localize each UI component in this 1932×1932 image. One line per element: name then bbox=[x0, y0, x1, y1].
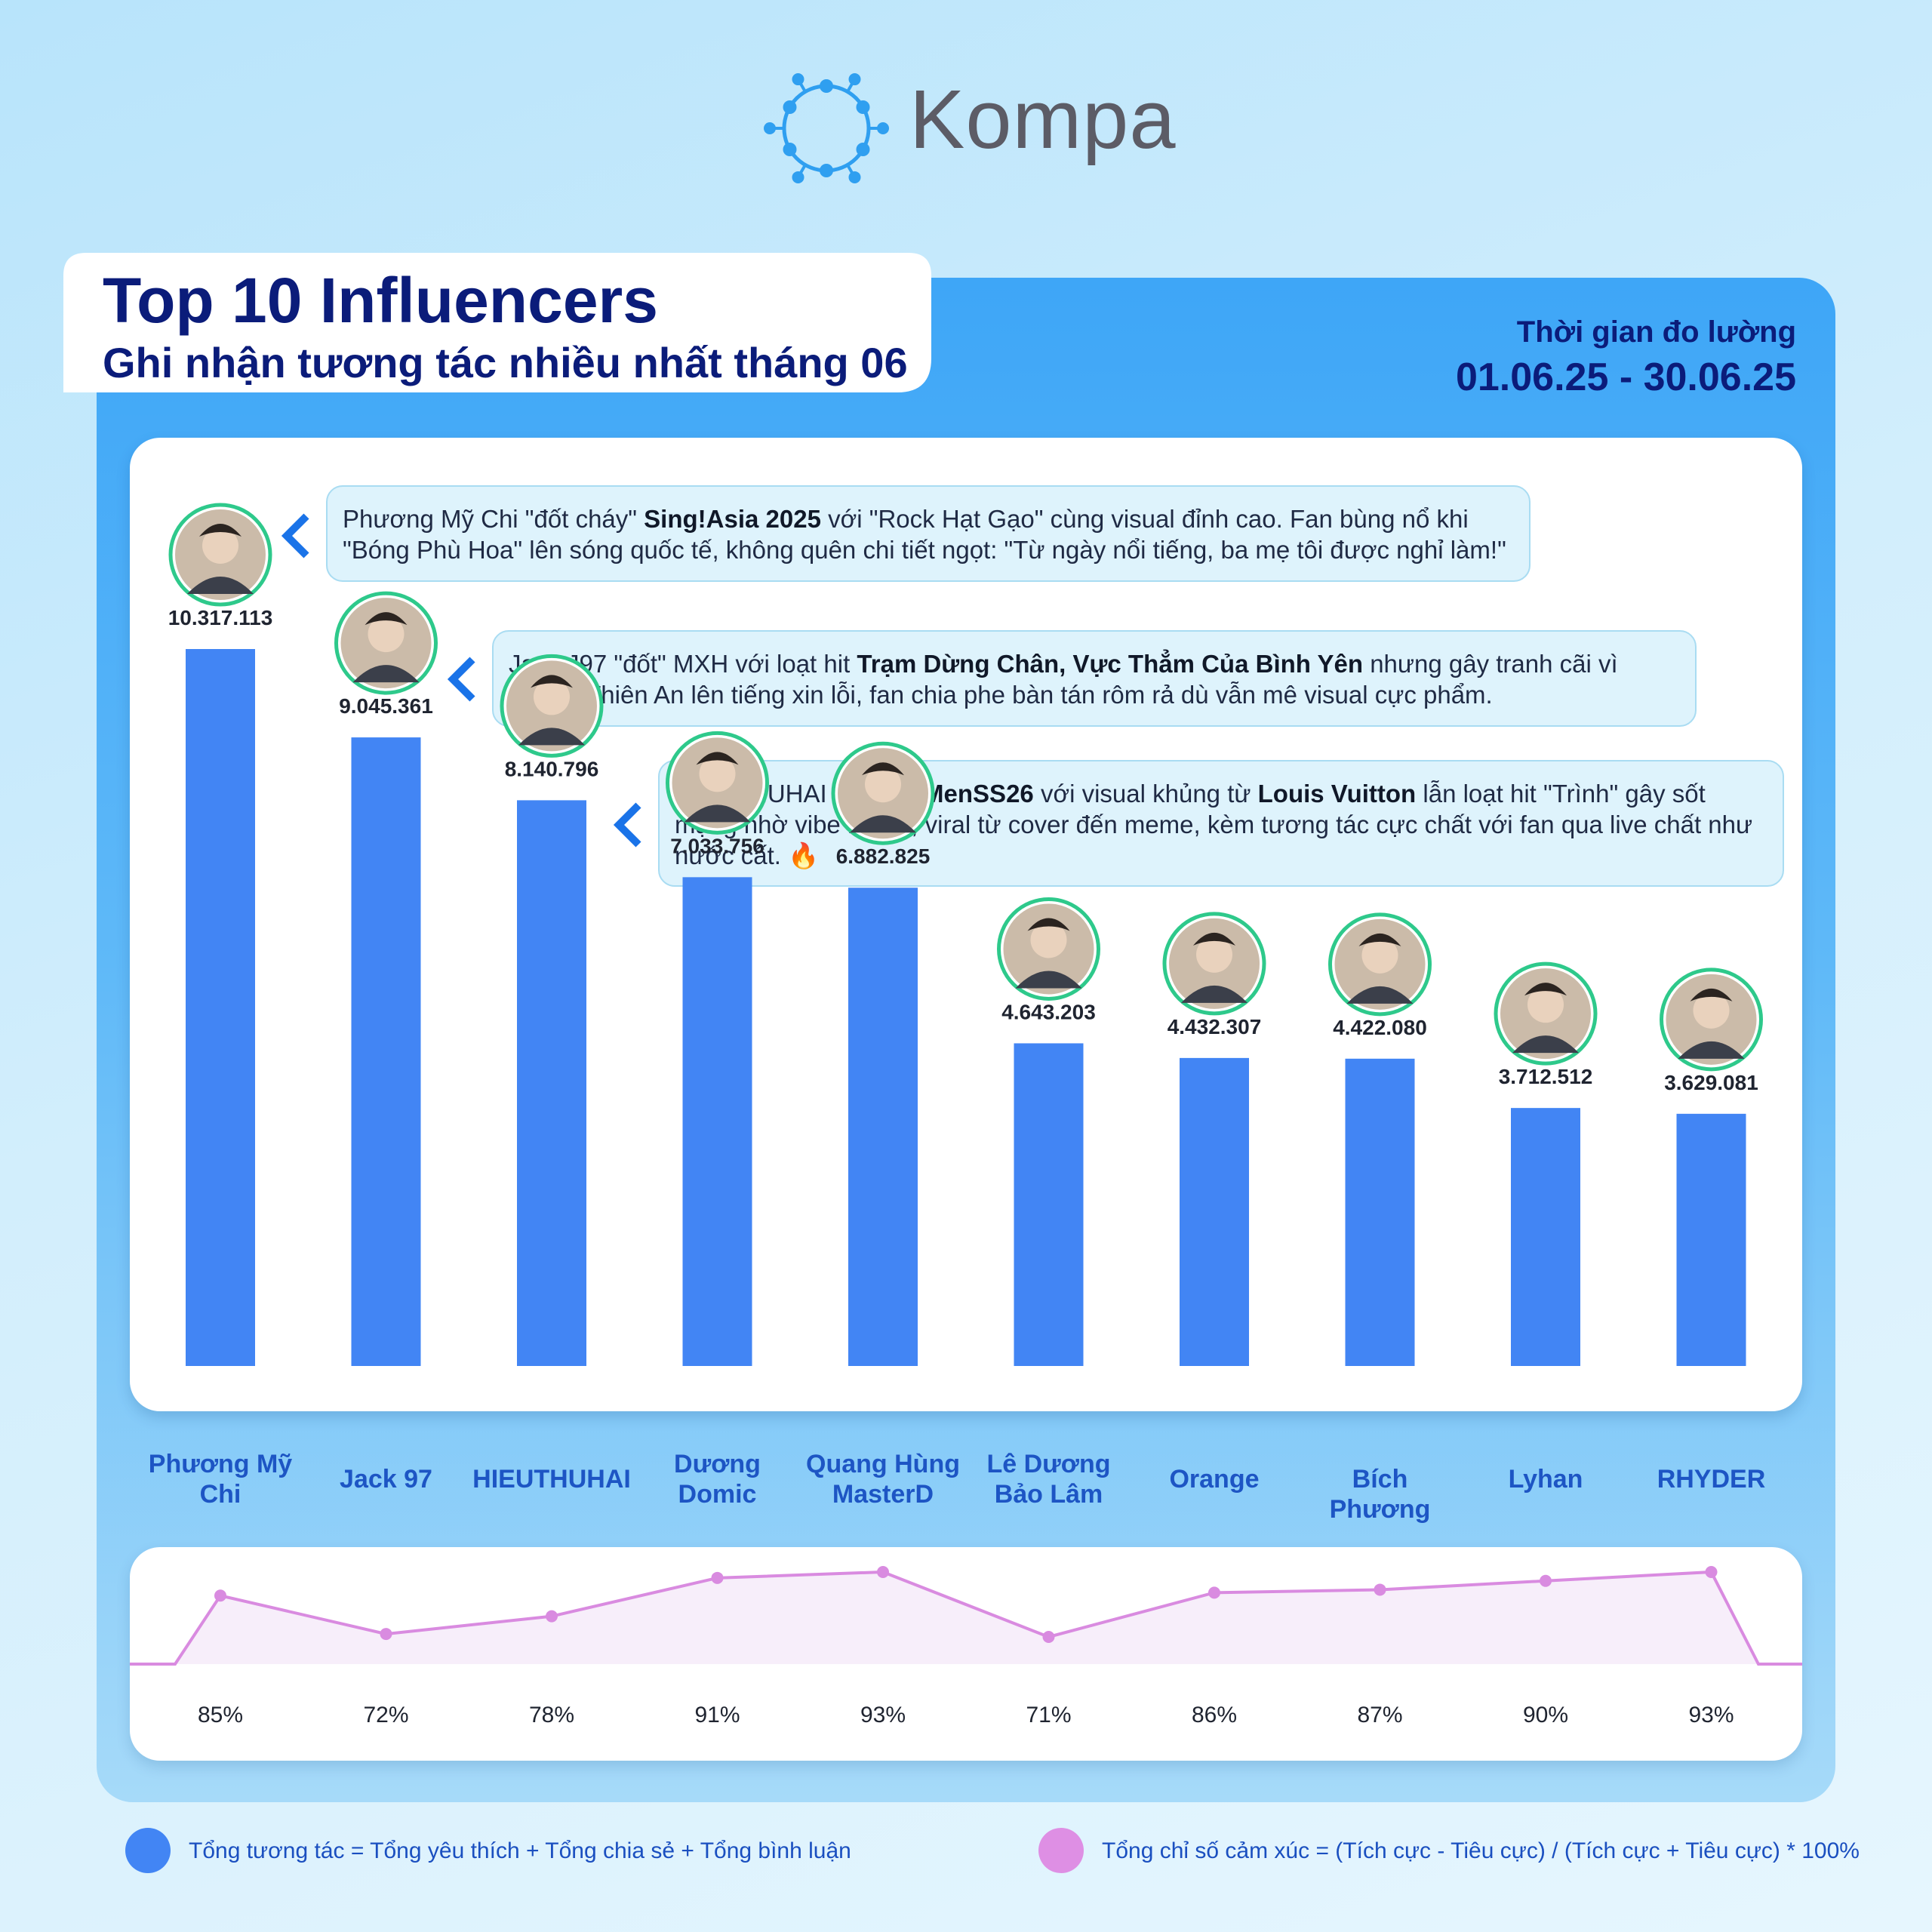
category-label: Bích Phương bbox=[1329, 1465, 1431, 1524]
page-subtitle: Ghi nhận tương tác nhiều nhất tháng 06 bbox=[103, 339, 908, 386]
logo-node bbox=[783, 143, 797, 156]
callout-text: với visual khủng từ bbox=[1033, 780, 1258, 808]
logo-node bbox=[792, 171, 804, 183]
callout-bubble-3: HIEUTHUHAI "đốt" LVMenSS26 với visual kh… bbox=[658, 760, 1784, 887]
callout-highlight: Louis Vuitton bbox=[1257, 780, 1417, 808]
callout-text: với "Rock Hạt Gạo" cùng visual đỉnh cao.… bbox=[343, 505, 1506, 564]
callout-text: nhưng gây tranh cãi vì drama Thiên An lê… bbox=[509, 650, 1618, 709]
sentiment-line-card bbox=[130, 1547, 1802, 1761]
category-label: Phương Mỹ Chi bbox=[148, 1450, 293, 1509]
logo-node bbox=[764, 122, 776, 134]
callout-bubble-1: Phương Mỹ Chi "đốt cháy" Sing!Asia 2025 … bbox=[326, 485, 1531, 582]
legend-dot-sentiment bbox=[1038, 1828, 1084, 1873]
callout-bubble-2: Jack J97 "đốt" MXH với loạt hit Trạm Dừn… bbox=[492, 630, 1697, 727]
callout-text: HIEUTHUHAI "đốt" bbox=[675, 780, 894, 808]
callout-text: Phương Mỹ Chi "đốt cháy" bbox=[343, 505, 645, 533]
logo-node bbox=[783, 100, 797, 114]
legend-sentiment: Tổng chỉ số cảm xúc = (Tích cực - Tiêu c… bbox=[1102, 1838, 1860, 1863]
period-range: 01.06.25 - 30.06.25 bbox=[1455, 355, 1796, 399]
page-title: Top 10 Influencers bbox=[103, 265, 658, 336]
category-label: Lyhan bbox=[1508, 1465, 1583, 1494]
legend-dot-interaction bbox=[125, 1828, 171, 1873]
logo-node bbox=[792, 73, 804, 86]
callout-highlight: Sing!Asia 2025 bbox=[644, 505, 821, 533]
kompa-logo: Kompa bbox=[762, 64, 1185, 192]
brand-name: Kompa bbox=[909, 73, 1177, 166]
callout-text: Jack J97 "đốt" MXH với loạt hit bbox=[509, 650, 857, 678]
category-label: Lê Dương Bảo Lâm bbox=[986, 1450, 1111, 1509]
callout-highlight: Trạm Dừng Chân, Vực Thẳm Của Bình Yên bbox=[857, 650, 1364, 678]
category-label: Dương Domic bbox=[674, 1450, 761, 1509]
bar-chart-card bbox=[130, 438, 1802, 1411]
logo-node bbox=[820, 79, 833, 93]
logo-node bbox=[820, 164, 833, 177]
logo-ring bbox=[782, 84, 871, 173]
logo-node bbox=[856, 143, 870, 156]
logo-node bbox=[848, 171, 861, 183]
period-label: Thời gian đo lường bbox=[1516, 315, 1796, 349]
category-label: Orange bbox=[1169, 1465, 1260, 1494]
legend-interaction: Tổng tương tác = Tổng yêu thích + Tổng c… bbox=[189, 1838, 851, 1863]
logo-node bbox=[877, 122, 889, 134]
category-label: HIEUTHUHAI bbox=[472, 1465, 631, 1494]
category-label: Jack 97 bbox=[340, 1465, 432, 1494]
category-label: Quang Hùng MasterD bbox=[806, 1450, 960, 1509]
kompa-logo-icon bbox=[764, 73, 889, 183]
logo-node bbox=[848, 73, 861, 86]
title-tab-shape bbox=[63, 253, 931, 392]
category-label: RHYDER bbox=[1657, 1465, 1766, 1494]
logo-node bbox=[856, 100, 870, 114]
callout-highlight: LVMenSS26 bbox=[893, 780, 1034, 808]
